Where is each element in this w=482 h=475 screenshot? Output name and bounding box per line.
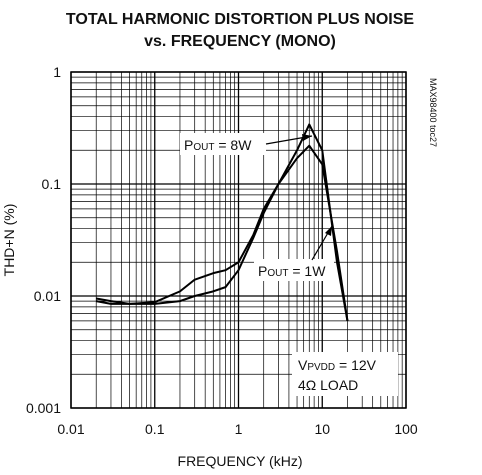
y-tick-label: 0.01 [34, 288, 61, 304]
side-label: MAX98400 toc27 [428, 78, 438, 147]
y-tick-label: 0.1 [42, 176, 62, 192]
x-tick-label: 1 [235, 421, 243, 437]
arrowhead [302, 134, 312, 141]
annotation: POUT = 1W [258, 263, 326, 279]
annotations: POUT = 8W POUT = 1W VPVDD = 12V 4Ω LOAD [180, 133, 398, 396]
chart-title: vs. FREQUENCY (MONO) [144, 33, 336, 50]
x-tick-label: 0.01 [57, 421, 84, 437]
annotation: VPVDD = 12V [298, 357, 377, 373]
chart-title: TOTAL HARMONIC DISTORTION PLUS NOISE [66, 11, 414, 28]
x-axis-label: FREQUENCY (kHz) [178, 453, 303, 469]
arrowhead [325, 226, 332, 236]
annotation: POUT = 8W [184, 137, 252, 153]
annotation: 4Ω LOAD [298, 377, 358, 393]
label-bg [254, 259, 334, 281]
y-tick-label: 1 [53, 64, 61, 80]
series-line [96, 144, 349, 321]
y-tick-label: 0.001 [26, 400, 61, 416]
x-tick-label: 10 [314, 421, 330, 437]
label-bg [292, 352, 398, 396]
plot-frame [70, 71, 407, 409]
y-axis-label: THD+N (%) [1, 204, 17, 277]
x-tick-label: 0.1 [145, 421, 165, 437]
series-line [96, 123, 349, 322]
lines [96, 123, 349, 322]
x-tick-label: 100 [394, 421, 418, 437]
label-bg [180, 133, 266, 155]
